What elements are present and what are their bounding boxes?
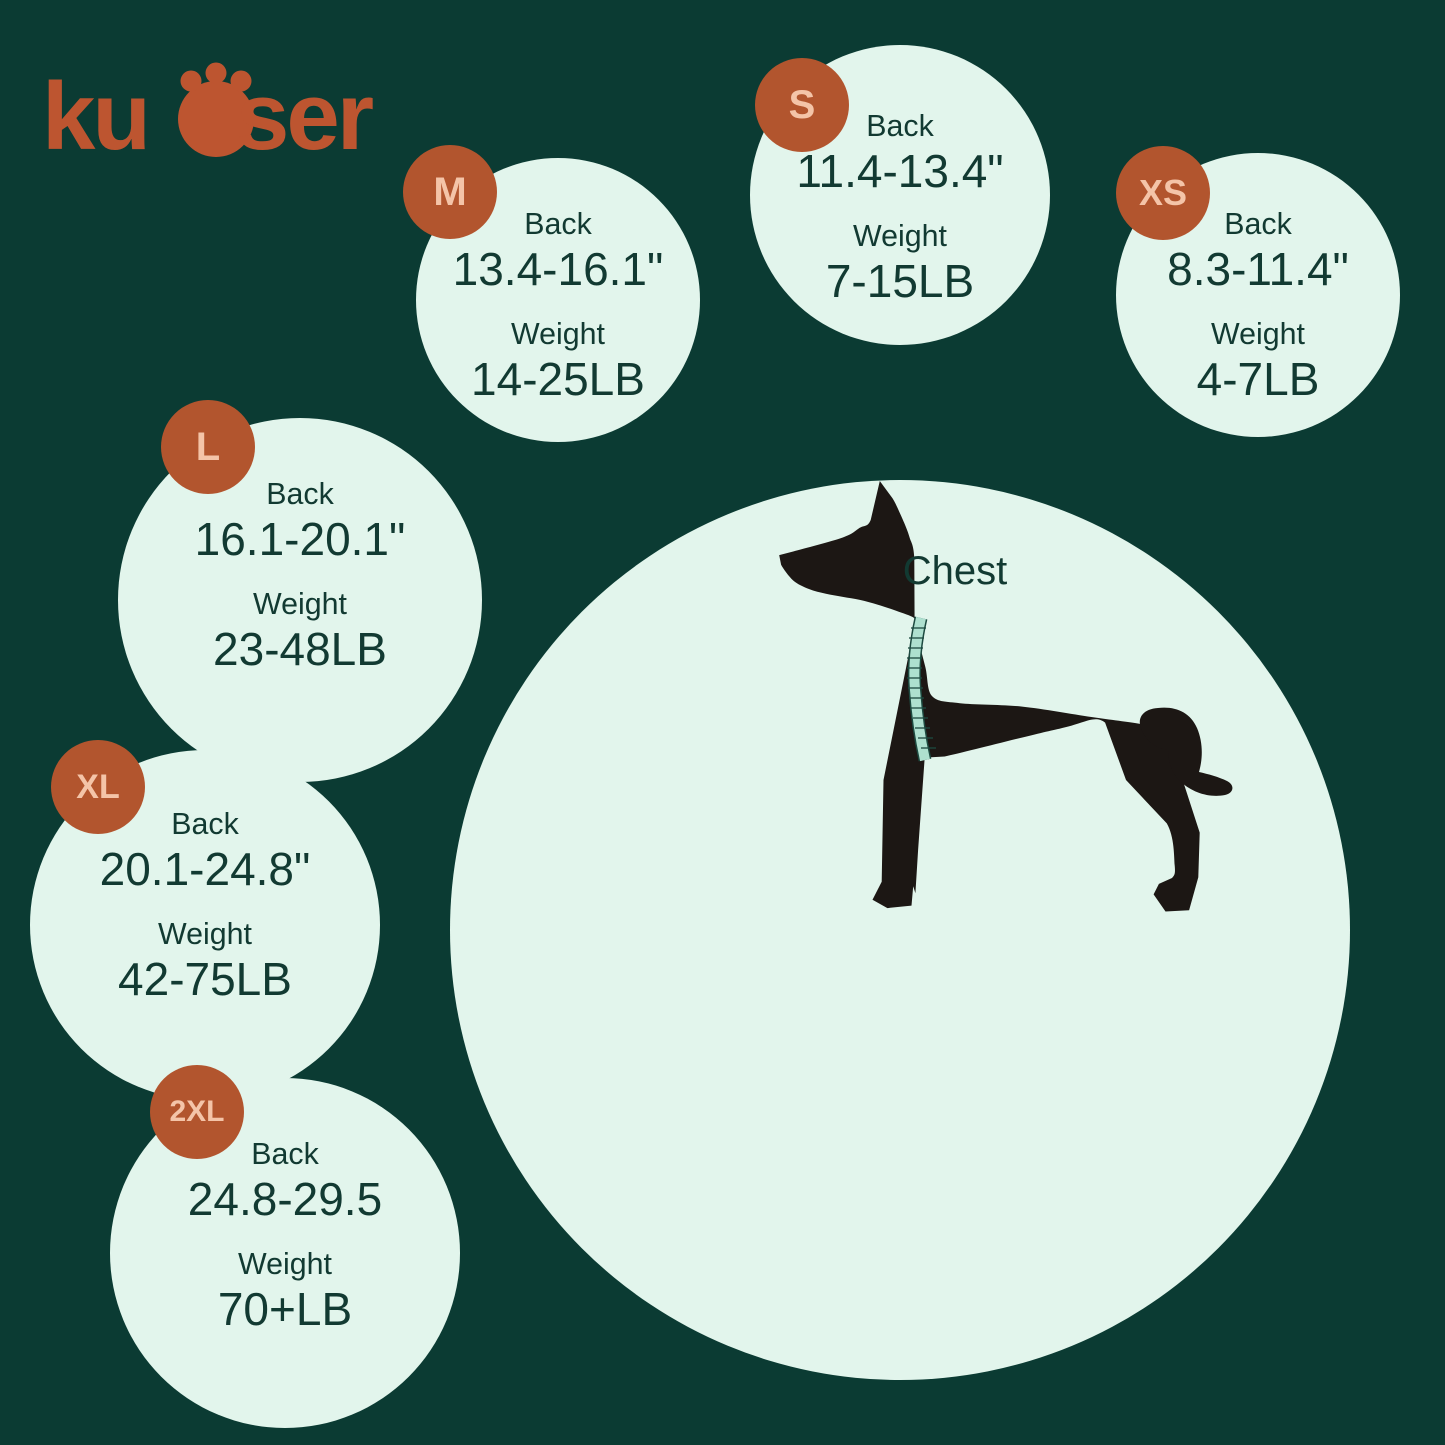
svg-text:ser: ser (236, 63, 373, 170)
svg-text:ku: ku (48, 63, 148, 170)
